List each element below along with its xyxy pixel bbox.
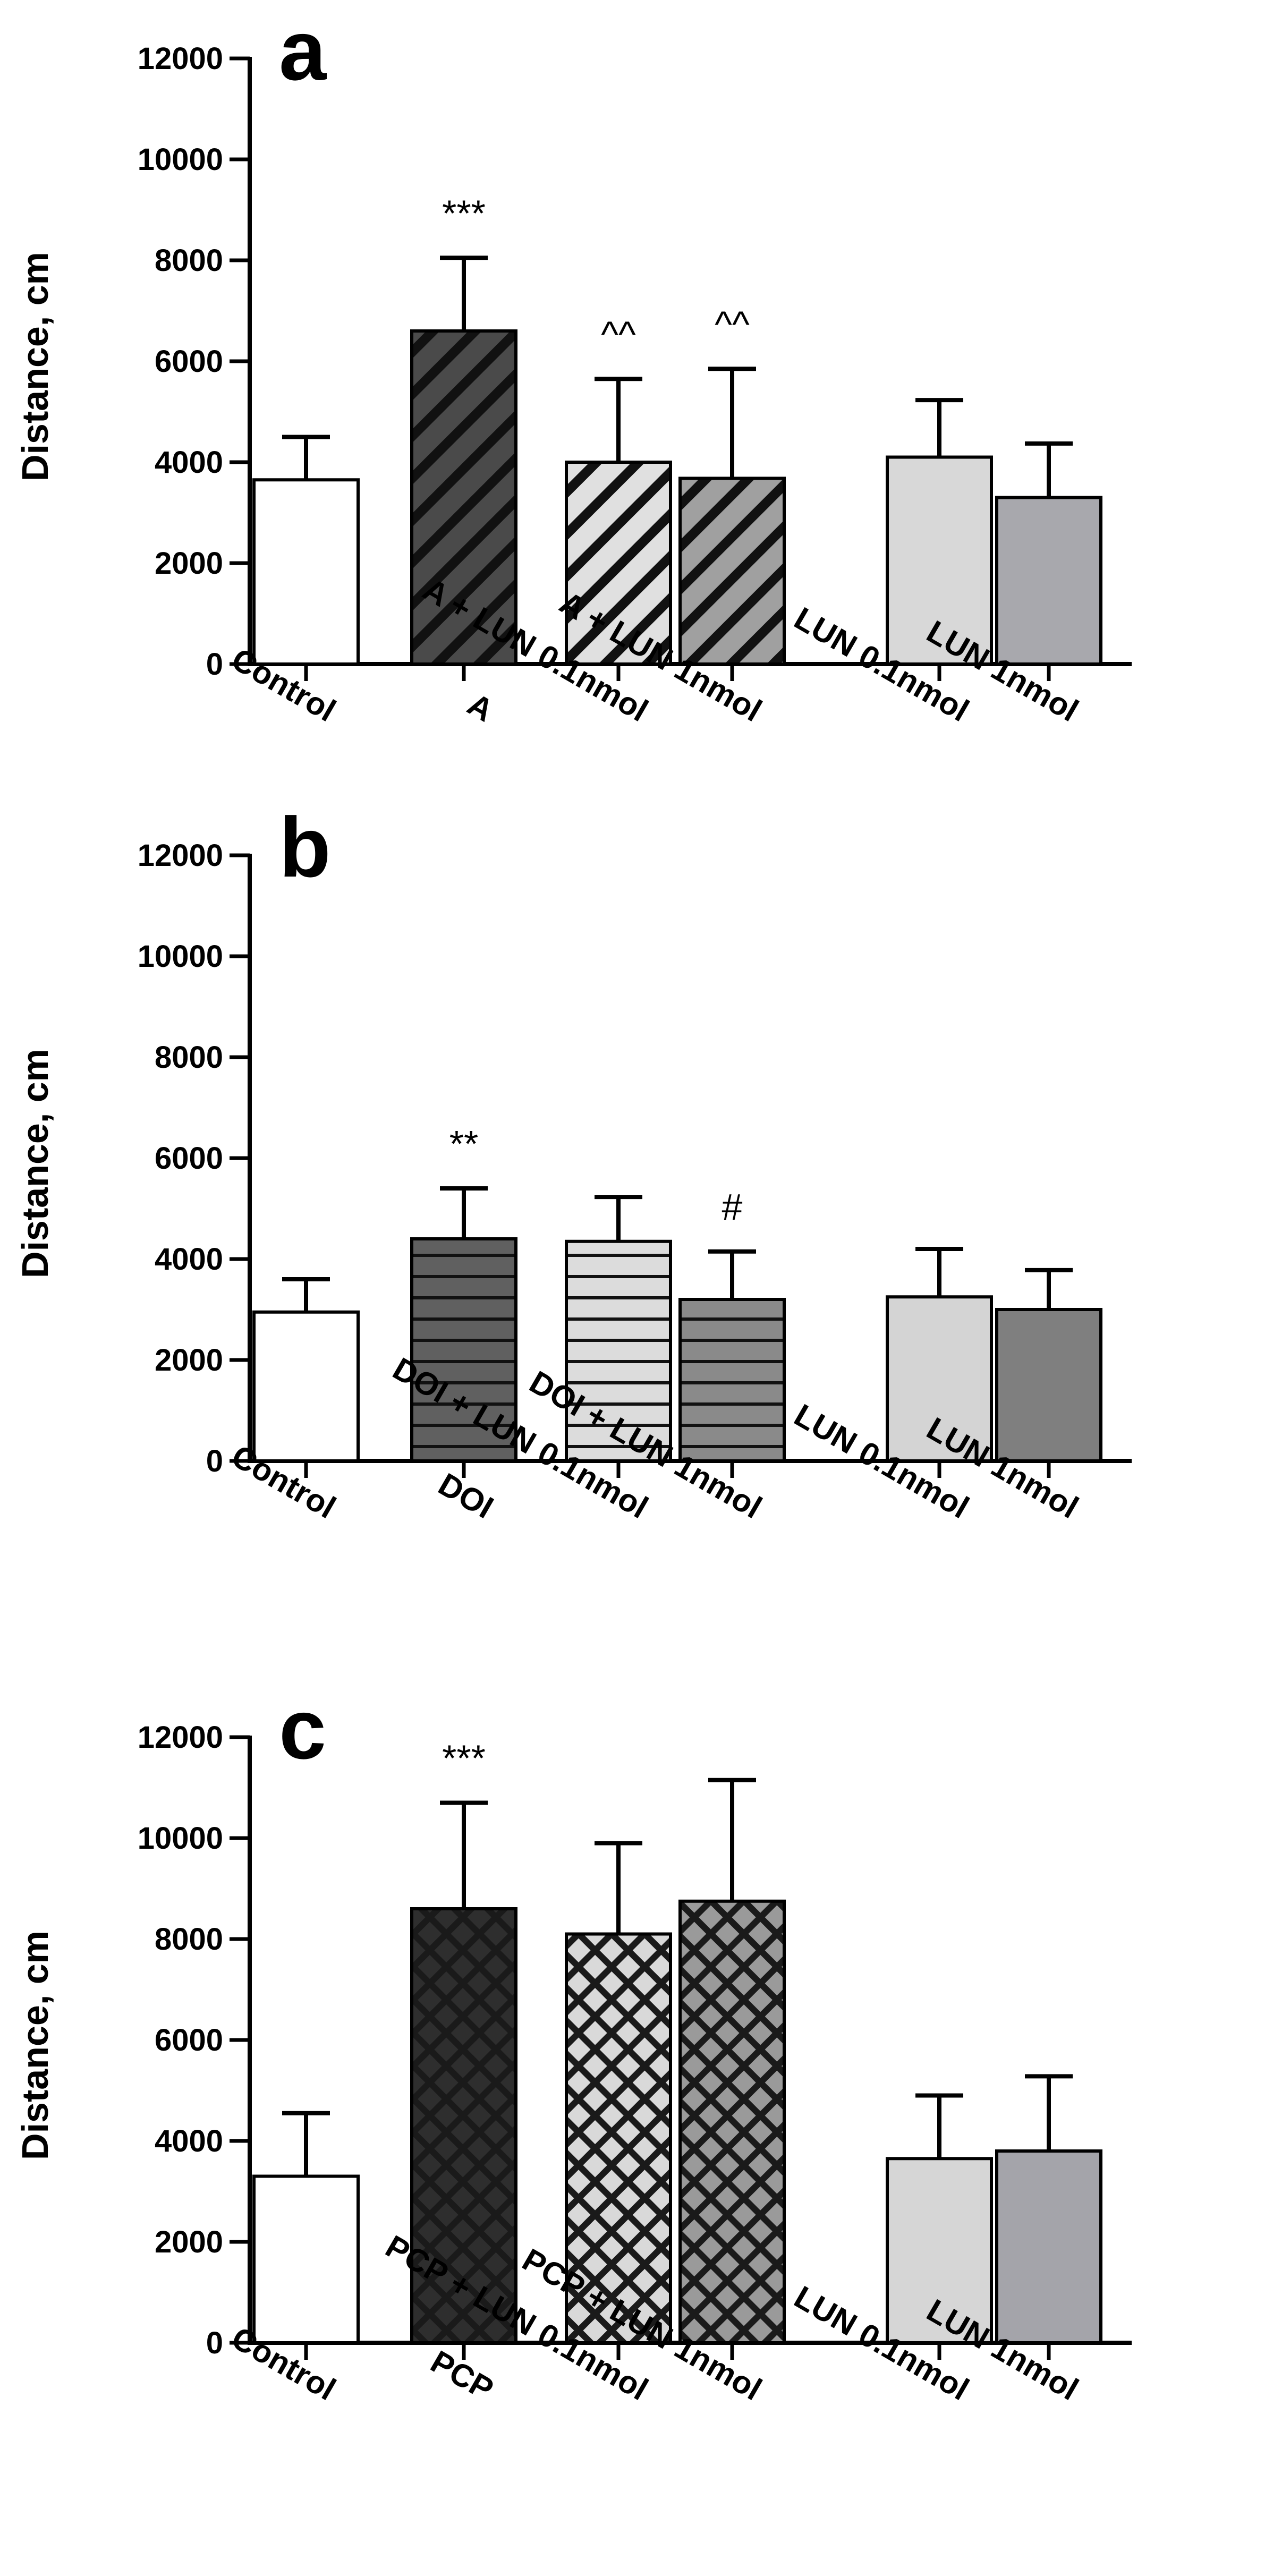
y-tick-label: 4000 [155, 445, 223, 480]
x-category-label: A [462, 686, 499, 729]
bar-a-lun-0-1nmol [565, 461, 672, 666]
panel-letter: c [279, 1681, 326, 1776]
y-tick-label: 6000 [155, 2023, 223, 2058]
y-tick-label: 0 [206, 647, 223, 682]
y-tick-label: 0 [206, 2326, 223, 2360]
y-tick-label: 4000 [155, 1242, 223, 1277]
bar-doi [410, 1237, 517, 1463]
significance-marker: ^^ [601, 313, 636, 355]
panel-letter: b [279, 800, 331, 895]
bar-pcp [410, 1907, 517, 2344]
bar-a-lun-1nmol [678, 477, 786, 666]
panel-a: a Distance, cm 0 2000 4000 6000 8000 10000 12000… [14, 3, 1132, 728]
bar-doi-lun-1nmol [678, 1298, 786, 1463]
bar-lun-1nmol [995, 496, 1102, 666]
y-axis-label: Distance, cm [14, 1931, 56, 2160]
y-axis-label: Distance, cm [14, 252, 56, 481]
bar-lun-1nmol [995, 2149, 1102, 2344]
bar-lun-1nmol [995, 1308, 1102, 1463]
panel-c: c Distance, cm 0 2000 4000 6000 8000 10000 12000… [14, 1681, 1132, 2407]
significance-marker: *** [442, 1738, 486, 1779]
bar-control [252, 1310, 360, 1463]
y-tick-label: 8000 [155, 1922, 223, 1957]
y-tick-label: 8000 [155, 243, 223, 278]
y-tick-label: 6000 [155, 344, 223, 379]
y-tick-label: 10000 [138, 142, 223, 177]
y-tick-label: 6000 [155, 1141, 223, 1176]
bar-a [410, 329, 517, 666]
y-tick-label: 2000 [155, 2225, 223, 2259]
y-tick-label: 12000 [138, 838, 223, 873]
y-tick-label: 12000 [138, 41, 223, 76]
y-tick-label: 4000 [155, 2124, 223, 2158]
y-tick-label: 12000 [138, 1720, 223, 1755]
panel-letter: a [279, 3, 327, 98]
significance-marker: *** [442, 192, 486, 234]
significance-marker: # [722, 1186, 743, 1228]
bar-lun-0-1nmol [886, 2157, 993, 2344]
y-tick-label: 2000 [155, 546, 223, 581]
bar-lun-0-1nmol [886, 1295, 993, 1463]
significance-marker: ** [449, 1123, 478, 1164]
y-tick-label: 10000 [138, 1821, 223, 1856]
bar-pcp-lun-0-1nmol [565, 1932, 672, 2344]
panel-b: b Distance, cm 0 2000 4000 6000 8000 10000 12000… [14, 800, 1132, 1525]
y-tick-label: 0 [206, 1444, 223, 1478]
significance-marker: ^^ [715, 303, 750, 345]
x-category-label: DOI [432, 1466, 499, 1525]
y-tick-label: 8000 [155, 1040, 223, 1075]
bar-control [252, 2174, 360, 2344]
y-axis-label: Distance, cm [14, 1049, 56, 1278]
bar-control [252, 478, 360, 666]
y-tick-label: 2000 [155, 1343, 223, 1378]
bar-pcp-lun-1nmol [678, 1899, 786, 2344]
y-tick-label: 10000 [138, 939, 223, 974]
